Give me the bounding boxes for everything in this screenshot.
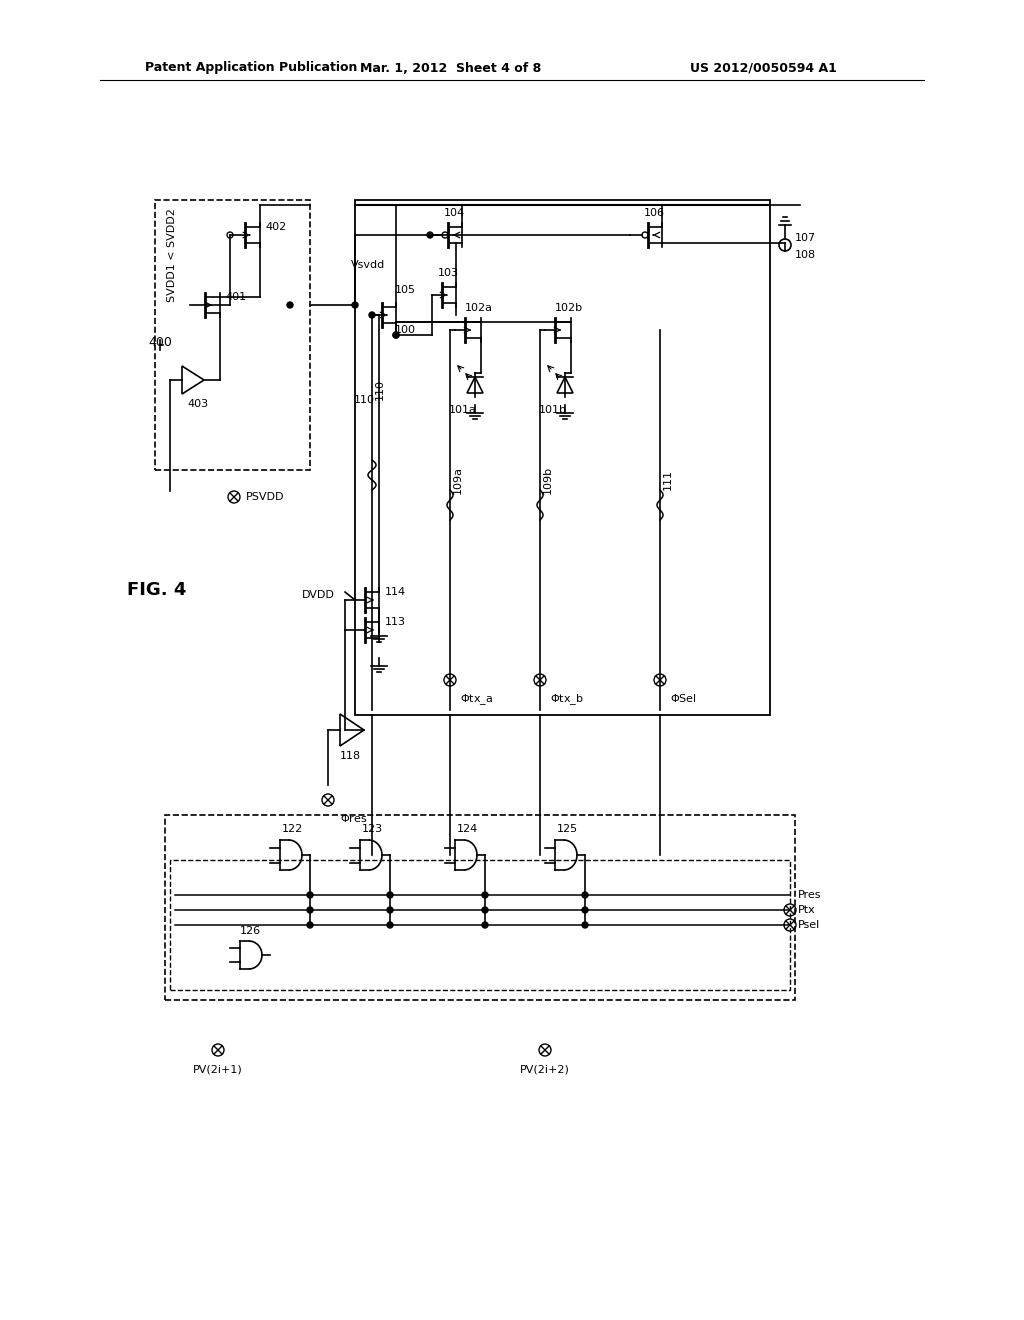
Text: 124: 124 [457,824,477,834]
Text: $\Phi$tx_a: $\Phi$tx_a [460,693,494,708]
Text: Patent Application Publication: Patent Application Publication [145,62,357,74]
Text: 110: 110 [354,395,375,405]
Bar [355,201,770,715]
Text: 102a: 102a [465,304,493,313]
Circle shape [393,333,399,338]
Circle shape [427,232,433,238]
Text: 402: 402 [265,222,287,232]
Text: 109b: 109b [543,466,553,494]
Text: 101a: 101a [450,405,477,414]
Circle shape [482,907,488,913]
Text: 102b: 102b [555,304,583,313]
Circle shape [287,302,293,308]
Text: 125: 125 [556,824,578,834]
Text: Pres: Pres [798,890,821,900]
Circle shape [369,312,375,318]
Circle shape [387,921,393,928]
Text: 126: 126 [240,927,260,936]
Text: Vsvdd: Vsvdd [351,260,385,271]
Text: 105: 105 [395,285,416,294]
Text: 111: 111 [663,470,673,491]
Text: 114: 114 [385,587,407,597]
Text: 110: 110 [375,380,385,400]
Text: PV(2i+1): PV(2i+1) [194,1065,243,1074]
Text: SVDD1 < SVDD2: SVDD1 < SVDD2 [167,209,177,302]
Circle shape [482,892,488,898]
Text: Psel: Psel [798,920,820,931]
Text: 100: 100 [395,325,416,335]
Text: 103: 103 [437,268,459,279]
Text: Ptx: Ptx [798,906,816,915]
Circle shape [307,921,313,928]
Text: $\Phi$tx_b: $\Phi$tx_b [550,693,584,708]
Circle shape [307,892,313,898]
Text: Mar. 1, 2012  Sheet 4 of 8: Mar. 1, 2012 Sheet 4 of 8 [360,62,542,74]
Text: 107: 107 [795,234,816,243]
Text: PSVDD: PSVDD [246,492,285,502]
Circle shape [307,907,313,913]
Circle shape [482,921,488,928]
Text: 400: 400 [148,335,172,348]
Circle shape [387,907,393,913]
Text: US 2012/0050594 A1: US 2012/0050594 A1 [690,62,837,74]
Text: 401: 401 [225,292,246,302]
Text: PV(2i+2): PV(2i+2) [520,1065,570,1074]
Text: FIG. 4: FIG. 4 [127,581,186,599]
Circle shape [582,907,588,913]
Text: 113: 113 [385,616,406,627]
Circle shape [582,921,588,928]
Text: 122: 122 [282,824,303,834]
Text: 101b: 101b [539,405,567,414]
Text: $\Phi$Sel: $\Phi$Sel [670,692,696,704]
Text: 403: 403 [187,399,208,409]
Bar [165,814,795,1001]
Text: 108: 108 [795,249,816,260]
Text: 109a: 109a [453,466,463,494]
Circle shape [352,302,358,308]
Bar [170,861,790,990]
Text: 106: 106 [643,209,665,218]
Text: $\Phi$res: $\Phi$res [340,812,368,824]
Text: DVDD: DVDD [302,590,335,601]
Text: 104: 104 [443,209,465,218]
Text: 123: 123 [361,824,383,834]
Circle shape [387,892,393,898]
Circle shape [582,892,588,898]
Bar [155,201,310,470]
Circle shape [393,333,399,338]
Text: 118: 118 [339,751,360,762]
